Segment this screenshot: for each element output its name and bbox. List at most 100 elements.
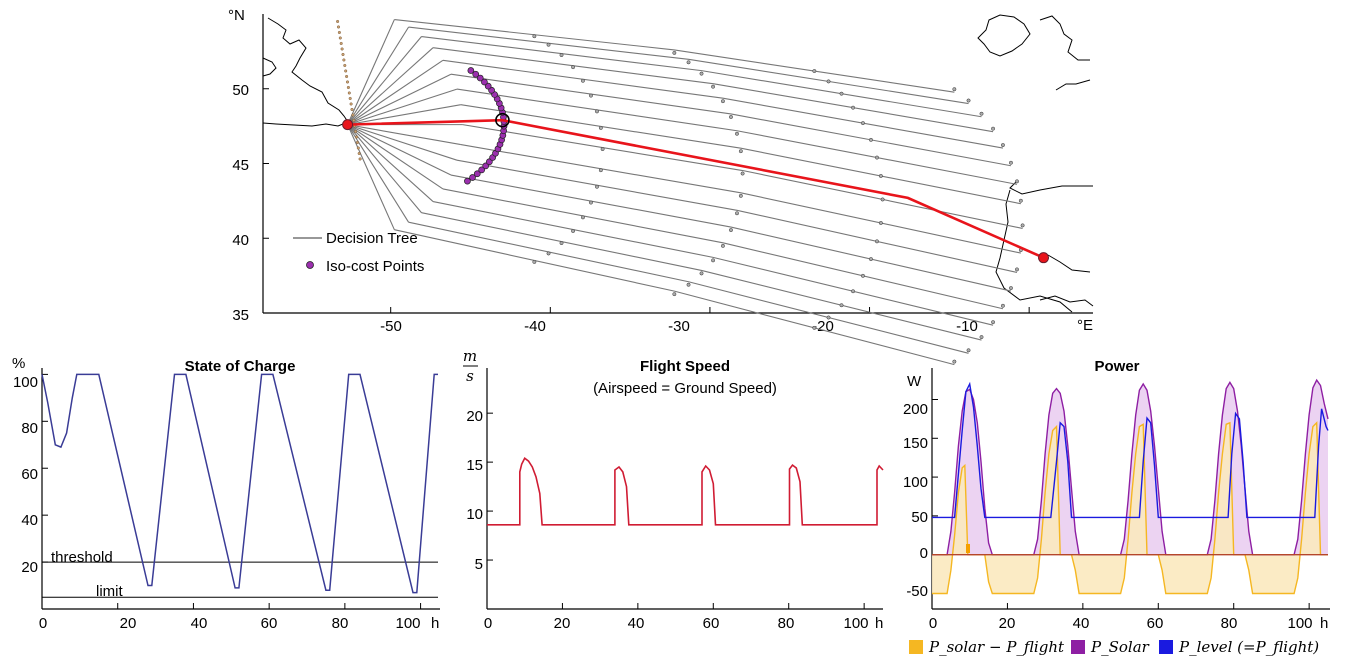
power-ytick-label: 100 bbox=[903, 474, 928, 491]
power-xtick-label: 100 bbox=[1287, 615, 1312, 632]
tree-branch bbox=[347, 124, 444, 190]
tree-node bbox=[357, 151, 361, 155]
tree-node bbox=[337, 30, 341, 34]
map-ytick-label: 40 bbox=[232, 232, 249, 249]
map-xtick-label: -40 bbox=[524, 318, 546, 335]
tree-node bbox=[966, 348, 971, 353]
soc-xtick-label: 40 bbox=[191, 615, 208, 632]
legend-solar-swatch bbox=[1071, 640, 1085, 654]
tree-node bbox=[595, 109, 599, 114]
speed-ytick-label: 20 bbox=[466, 408, 483, 425]
tree-node bbox=[1018, 198, 1023, 203]
tree-branch bbox=[347, 124, 458, 161]
map-ytick-label: 35 bbox=[232, 307, 249, 324]
soc-xtick-label: 60 bbox=[261, 615, 278, 632]
tree-node bbox=[344, 69, 348, 73]
iso-cost-point bbox=[467, 67, 475, 74]
tree-node bbox=[699, 71, 704, 76]
tree-node bbox=[735, 211, 739, 216]
tree-branch bbox=[442, 188, 1004, 310]
tree-branch bbox=[347, 73, 452, 126]
tree-node bbox=[880, 197, 885, 202]
tree-branch bbox=[450, 73, 1012, 167]
tree-node bbox=[979, 111, 984, 116]
tree-node bbox=[339, 41, 343, 45]
route-line bbox=[347, 118, 1045, 259]
tree-node bbox=[1009, 160, 1013, 165]
tree-node bbox=[358, 157, 362, 161]
tree-node bbox=[839, 91, 844, 96]
tree-node bbox=[869, 257, 873, 262]
britain-coast bbox=[1039, 15, 1090, 61]
tree-node bbox=[878, 174, 883, 178]
tree-node bbox=[559, 53, 564, 58]
tree-branch bbox=[456, 159, 1018, 273]
tree-branch bbox=[442, 59, 1004, 149]
power-ytick-label: 150 bbox=[903, 435, 928, 452]
power-small-marker bbox=[966, 544, 970, 553]
tree-node bbox=[738, 193, 743, 198]
tree-node bbox=[532, 34, 537, 39]
soc-xtick-label: 0 bbox=[39, 615, 47, 632]
tree-node bbox=[720, 99, 725, 104]
goal-marker bbox=[1038, 252, 1050, 264]
iberia-coast bbox=[995, 189, 1073, 313]
iso-cost-points bbox=[464, 67, 508, 185]
tree-branch bbox=[450, 174, 1012, 292]
tree-node bbox=[347, 91, 351, 95]
map-xtick-label: -50 bbox=[380, 318, 402, 335]
soc-ytick-label: 80 bbox=[21, 420, 38, 437]
power-y-unit: W bbox=[907, 373, 922, 390]
tree-branch bbox=[394, 19, 955, 93]
soc-xtick-label: 20 bbox=[120, 615, 137, 632]
iso-cost-point bbox=[473, 170, 481, 178]
tree-node bbox=[598, 125, 603, 130]
tree-node bbox=[711, 258, 716, 263]
tree-node bbox=[345, 74, 349, 78]
tree-node bbox=[546, 251, 551, 256]
tree-node bbox=[342, 58, 346, 62]
map-xtick-label: -20 bbox=[812, 318, 834, 335]
tree-node bbox=[979, 335, 984, 340]
iso-cost-point bbox=[469, 174, 476, 181]
decision-tree bbox=[336, 19, 1025, 366]
tree-node bbox=[598, 168, 603, 173]
soc-ytick-label: 40 bbox=[21, 512, 38, 529]
gibraltar-coast bbox=[1039, 295, 1094, 307]
tree-node bbox=[356, 146, 360, 150]
tree-node bbox=[672, 292, 677, 297]
tree-node bbox=[672, 50, 677, 55]
power-xtick-label: 60 bbox=[1147, 615, 1164, 632]
tree-node bbox=[595, 184, 599, 189]
diff-area bbox=[932, 422, 1328, 594]
map-ytick-label: 45 bbox=[232, 157, 249, 174]
tree-node bbox=[826, 79, 831, 84]
tree-branch bbox=[394, 229, 955, 366]
speed-ytick-label: 15 bbox=[466, 457, 483, 474]
speed-xtick-label: 80 bbox=[778, 615, 795, 632]
speed-y-unit-den: s bbox=[466, 367, 474, 385]
tree-node bbox=[589, 200, 593, 205]
legend-iso-label: Iso-cost Points bbox=[326, 258, 424, 275]
tree-node bbox=[839, 303, 844, 308]
legend-diff-swatch bbox=[909, 640, 923, 654]
tree-node bbox=[336, 19, 340, 23]
power-xtick-label: 40 bbox=[1073, 615, 1090, 632]
tree-branch bbox=[347, 88, 458, 126]
tree-branch bbox=[462, 124, 1023, 229]
soc-threshold-label: threshold bbox=[51, 549, 113, 566]
soc-xtick-label: 100 bbox=[395, 615, 420, 632]
tree-node bbox=[546, 42, 551, 47]
tree-node bbox=[346, 85, 350, 89]
tree-branch bbox=[347, 19, 395, 125]
tree-node bbox=[341, 52, 345, 56]
tree-node bbox=[580, 78, 585, 83]
tree-node bbox=[738, 149, 743, 154]
speed-xtick-label: 60 bbox=[703, 615, 720, 632]
soc-ytick-label: 20 bbox=[21, 559, 38, 576]
coastlines bbox=[262, 14, 1094, 313]
biscay-coast bbox=[1009, 179, 1093, 195]
tree-branch bbox=[347, 36, 422, 125]
map-x-unit: °E bbox=[1077, 317, 1093, 334]
